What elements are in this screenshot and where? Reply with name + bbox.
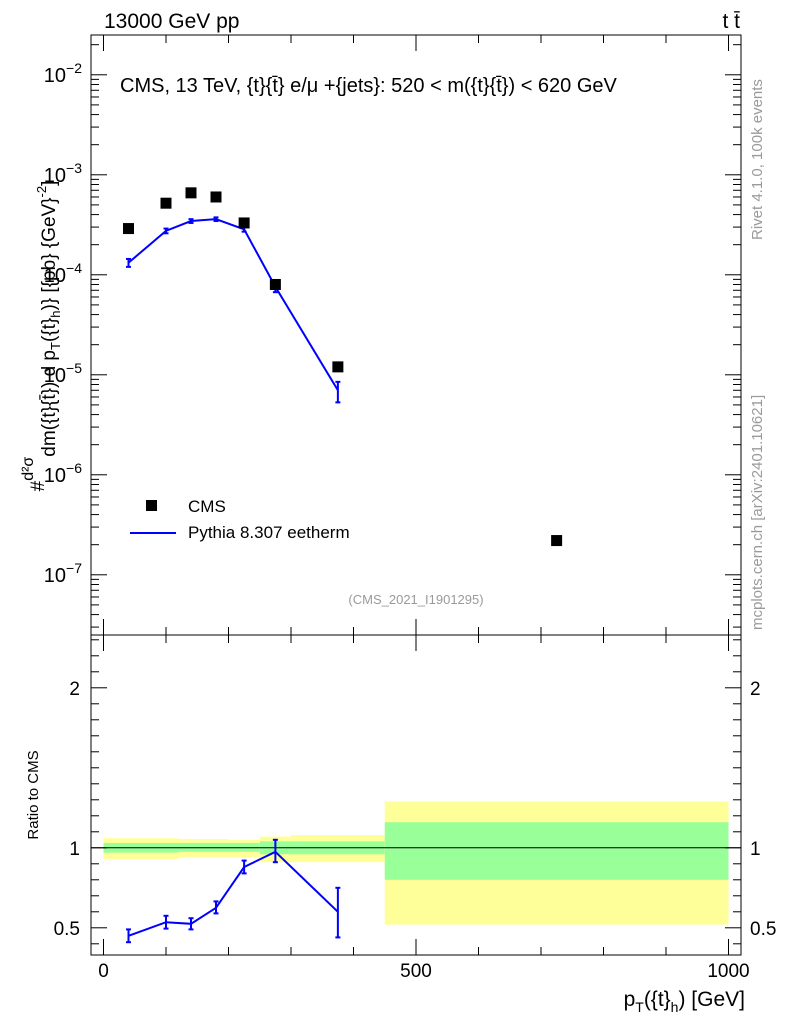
main-y-tick-exp: −5: [66, 360, 82, 376]
cms-point: [269, 278, 281, 290]
xlabel-mid: ({t}: [644, 988, 671, 1011]
main-series: [126, 216, 341, 404]
main-y-tick-label: 10−6: [44, 460, 82, 487]
uncertainty-band-green: [384, 822, 729, 880]
main-y-tick-exp: −3: [66, 160, 82, 176]
main-y-tick-exp: −7: [66, 560, 82, 576]
ylabel-sub1: T: [48, 342, 63, 350]
header-left: 13000 GeV pp: [104, 10, 239, 33]
legend-pythia-label: Pythia 8.307 eetherm: [188, 523, 350, 542]
ratio-y-label: Ratio to CMS: [25, 750, 42, 839]
cms-point: [210, 191, 222, 203]
cms-point: [185, 187, 197, 199]
main-panel: CMS, 13 TeV, {t}{t̄} e/μ +{jets}: 520 < …: [20, 34, 742, 636]
ratio-y-tick-label-right: 2: [750, 679, 761, 700]
main-y-tick-base: 10: [44, 165, 66, 187]
main-y-tick-base: 10: [44, 65, 66, 87]
ratio-x-tick-label: 0: [98, 961, 109, 982]
main-y-tick-label: 10−7: [44, 560, 82, 587]
ylabel-mid: ({t}: [39, 318, 60, 342]
cms-point: [238, 217, 250, 229]
legend-cms-marker: [146, 500, 157, 511]
ylabel-suffix: )} [{pb} {GeV}: [39, 197, 60, 310]
ratio-x-tick-label: 1000: [707, 961, 749, 982]
ratio-line: [128, 850, 339, 937]
watermark: (CMS_2021_I1901295): [348, 592, 483, 607]
xlabel-main: p: [624, 988, 636, 1011]
main-y-tick-exp: −6: [66, 460, 82, 476]
ylabel-end: ]: [39, 181, 60, 186]
ratio-x-tick-label: 500: [400, 961, 432, 982]
ratio-bands: [103, 801, 729, 925]
xlabel-end: ) [GeV]: [678, 988, 745, 1011]
cms-point: [551, 535, 563, 547]
ylabel-den: dm({t}{t̄}) d p: [39, 350, 60, 457]
main-y-tick-label: 10−5: [44, 360, 82, 387]
ylabel-sup: -2: [34, 186, 49, 198]
main-title: CMS, 13 TeV, {t}{t̄} e/μ +{jets}: 520 < …: [120, 75, 618, 97]
xlabel-sub2: h: [671, 999, 679, 1015]
xlabel-sub1: T: [635, 999, 644, 1015]
main-points: [123, 187, 563, 547]
main-y-tick-base: 10: [44, 265, 66, 287]
legend: CMS Pythia 8.307 eetherm: [130, 497, 350, 542]
main-y-ticks: 10−710−610−510−410−310−2: [44, 44, 741, 628]
main-y-tick-base: 10: [44, 465, 66, 487]
ratio-panel: 0.5 0.5 1 1 2 2 0 500 1000 Ratio to CMS pT({t}h…: [25, 634, 776, 1015]
main-y-tick-exp: −4: [66, 260, 82, 276]
main-x-ticks: [103, 35, 729, 635]
ratio-y-tick-label-left: 0.5: [54, 919, 80, 940]
cms-point: [160, 197, 172, 209]
ylabel-prefix: #: [28, 480, 49, 491]
mc-line: [127, 218, 339, 391]
ratio-y-ticks: 0.5 0.5 1 1 2 2: [54, 639, 776, 945]
ylabel-num: d²σ: [20, 457, 37, 481]
ylabel-sub2: h: [48, 311, 63, 318]
legend-cms-label: CMS: [188, 497, 226, 516]
main-y-tick-base: 10: [44, 565, 66, 587]
ratio-y-tick-label-left: 1: [69, 839, 80, 860]
cms-point: [332, 361, 344, 373]
main-frame: [90, 34, 742, 636]
ratio-y-tick-label-left: 2: [69, 679, 80, 700]
main-y-tick-label: 10−4: [44, 260, 82, 287]
header-right: t t̄: [722, 10, 740, 33]
main-y-tick-exp: −2: [66, 60, 82, 76]
svg-text:#d²σdm({t}{t̄}) d pT({t}h)} [{: #d²σdm({t}{t̄}) d pT({t}h)} [{pb} {GeV}-…: [20, 181, 63, 492]
ratio-x-label: pT({t}h) [GeV]: [624, 988, 745, 1015]
ratio-x-ticks: 0 500 1000: [98, 635, 750, 982]
ratio-series: [126, 838, 341, 944]
main-y-tick-label: 10−2: [44, 60, 82, 87]
main-y-tick-base: 10: [44, 365, 66, 387]
rivet-note: Rivet 4.1.0, 100k events: [749, 79, 766, 240]
ratio-y-tick-label-right: 1: [750, 839, 761, 860]
main-y-label: #d²σdm({t}{t̄}) d pT({t}h)} [{pb} {GeV}-…: [20, 181, 63, 492]
ratio-y-tick-label-right: 0.5: [750, 919, 776, 940]
mcplots-note: mcplots.cern.ch [arXiv:2401.10621]: [749, 395, 766, 630]
cms-point: [123, 223, 134, 235]
main-y-tick-label: 10−3: [44, 160, 82, 187]
